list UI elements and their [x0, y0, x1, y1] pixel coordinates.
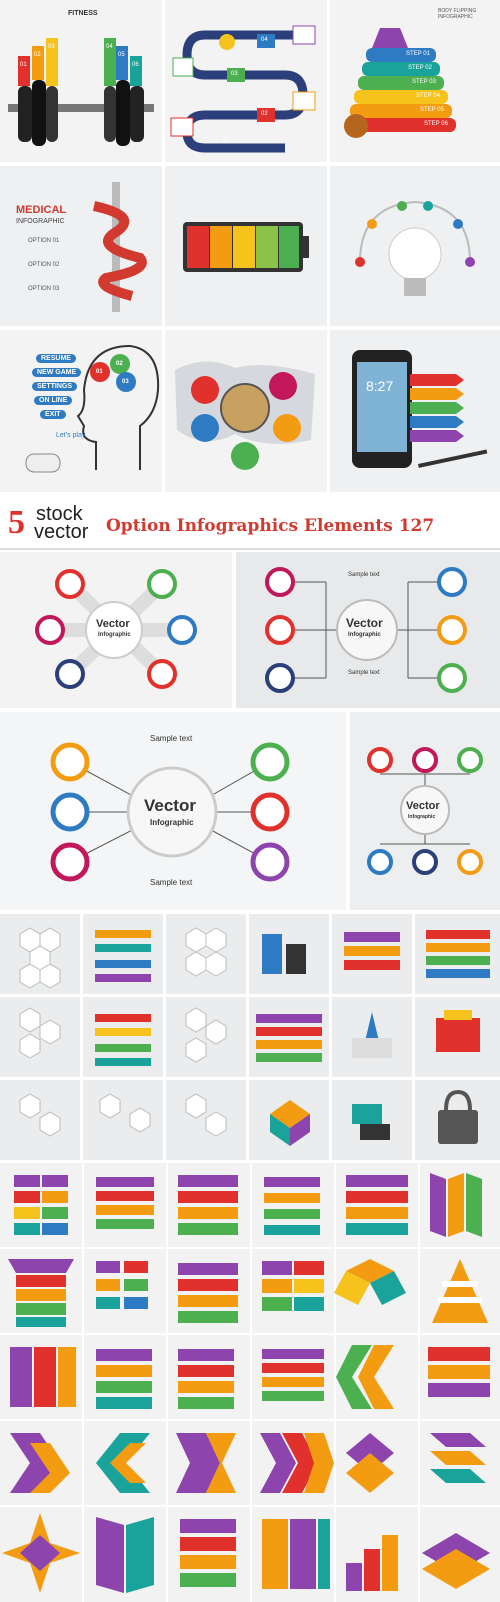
world-map-compass-tile: [165, 330, 327, 492]
bubble-01: 01: [96, 369, 103, 375]
book-label-2: 02: [261, 111, 268, 117]
brand-number: 5: [8, 504, 25, 541]
vector-b-title: Vector: [346, 616, 383, 630]
book-label-3: 03: [231, 71, 238, 77]
steps-label-2: STEP 02: [408, 65, 432, 71]
vector-c-title: Vector: [144, 796, 196, 815]
vector-c-sample-top: Sample text: [150, 734, 193, 743]
page-title: Option Infographics Elements 127: [106, 516, 435, 536]
phone-time: 8:27: [366, 378, 394, 394]
book-label-1: 01: [223, 138, 230, 144]
lightbulb-illustration: [355, 200, 475, 296]
ribbon-grid-illustration: [0, 1163, 500, 1602]
fitness-label-6: 06: [132, 62, 139, 68]
fitness-label-3: 03: [48, 44, 55, 50]
dumbbell-illustration: [8, 38, 154, 146]
bubble-03: 03: [122, 379, 129, 385]
vector-b-sample-top: Sample text: [348, 572, 380, 578]
vector-panel-a-illustration: [35, 569, 197, 689]
vector-a-title: Vector: [96, 618, 130, 630]
vector-d-subtitle: Infographic: [408, 814, 436, 820]
brand-word-stock: stock: [36, 503, 83, 525]
book-path-illustration: [170, 25, 316, 153]
steps-label-4: STEP 04: [416, 93, 440, 99]
book-label-4: 04: [261, 37, 268, 43]
head-profile-illustration: [25, 344, 160, 473]
medical-option-3: OPTION 03: [28, 286, 60, 292]
steps-label-6: STEP 06: [424, 121, 448, 127]
vector-c-sample-bottom: Sample text: [150, 878, 193, 887]
ribbon-infographic-grid: [0, 1163, 500, 1602]
banner: [0, 498, 500, 548]
lets-play-label: Let's play: [56, 432, 86, 439]
fitness-title: FITNESS: [68, 10, 98, 17]
fitness-label-4: 04: [106, 44, 113, 50]
medical-subtitle: INFOGRAPHIC: [16, 218, 65, 225]
menu-online: ON LINE: [34, 396, 73, 405]
battery-infographic-tile: [165, 166, 327, 326]
steps-label-3: STEP 03: [412, 79, 436, 85]
stacked-steps-illustration: [344, 28, 456, 138]
menu-exit: EXIT: [40, 410, 66, 419]
vector-b-subtitle: Infographic: [348, 632, 381, 638]
menu-settings: SETTINGS: [32, 382, 78, 391]
vector-d-title: Vector: [406, 800, 440, 812]
world-compass-illustration: [175, 361, 315, 470]
medical-option-1: OPTION 01: [28, 238, 60, 244]
vector-panel-d: Vector Infographic: [350, 712, 500, 910]
fitness-label-5: 05: [118, 52, 125, 58]
steps-label-1: STEP 01: [406, 51, 430, 57]
battery-illustration: [183, 222, 309, 272]
vector-panel-c-illustration: [50, 742, 290, 882]
fitness-infographic-tile: FITNESS 01 02 03 04 05 06: [0, 0, 162, 162]
book-infographic-tile: 04 03 02 01: [165, 0, 327, 162]
vector-b-sample-bottom: Sample text: [348, 670, 380, 676]
hexagon-grid: [0, 914, 500, 1160]
menu-resume: RESUME: [36, 354, 76, 363]
medical-infographic-tile: MEDICAL INFOGRAPHIC OPTION 01 OPTION 02 …: [0, 166, 162, 326]
brand-word-vector: vector: [34, 521, 89, 543]
vector-panel-c: Sample text Vector Infographic Sample te…: [0, 712, 346, 910]
vector-panel-b: Sample text Vector Infographic Sample te…: [236, 552, 500, 708]
fitness-label-2: 02: [34, 52, 41, 58]
vector-panel-a: Vector Infographic: [0, 552, 232, 708]
medical-title: MEDICAL: [16, 204, 67, 216]
pyramid-steps-tile: BODY FLIPPING INFOGRAPHIC STEP 01 STEP 0…: [330, 0, 500, 162]
smartphone-illustration: [352, 350, 488, 468]
menu-new-game: NEW GAME: [32, 368, 82, 377]
divider: [0, 548, 500, 550]
vector-c-subtitle: Infographic: [150, 818, 194, 827]
hexagon-grid-illustration: [0, 914, 500, 1160]
syringe-ribbon-illustration: [92, 182, 147, 312]
smartphone-infographic-tile: 8:27: [330, 330, 500, 492]
lightbulb-infographic-tile: [330, 166, 500, 326]
steps-label-5: STEP 05: [420, 107, 444, 113]
game-head-infographic-tile: RESUME NEW GAME SETTINGS ON LINE EXIT 01…: [0, 330, 162, 492]
vector-panel-d-illustration: [367, 747, 483, 875]
vector-panel-b-illustration: [265, 567, 467, 693]
medical-option-2: OPTION 02: [28, 262, 60, 268]
vector-a-subtitle: Infographic: [98, 632, 131, 638]
steps-title: BODY FLIPPING INFOGRAPHIC: [438, 8, 477, 20]
fitness-label-1: 01: [20, 62, 27, 68]
bubble-02: 02: [116, 361, 123, 367]
